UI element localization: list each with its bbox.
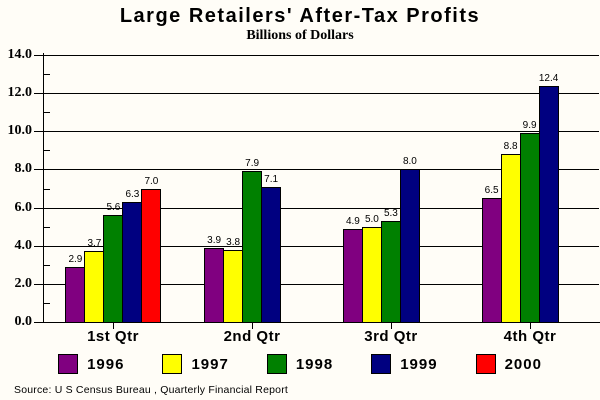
bar-2000-1st-qtr	[141, 188, 162, 323]
y-minor-tick	[44, 150, 50, 151]
source-note: Source: U S Census Bureau , Quarterly Fi…	[14, 384, 289, 396]
legend-item-2000: 2000	[475, 354, 542, 374]
y-tick-label: 6.0	[14, 200, 33, 215]
bar-1997-3rd-qtr	[361, 226, 382, 323]
y-minor-tick	[44, 189, 50, 190]
legend-item-1996: 1996	[58, 354, 124, 374]
bar-value-label: 2.9	[68, 253, 83, 265]
y-tick-label: 0.0	[14, 314, 33, 329]
category-label: 3rd Qtr	[364, 328, 418, 345]
y-major-tick	[34, 131, 43, 132]
bar-1996-4th-qtr	[481, 198, 502, 323]
y-major-tick	[34, 284, 43, 285]
y-minor-tick	[44, 227, 50, 228]
bar-value-label: 8.0	[402, 156, 417, 168]
legend-swatch-2000	[475, 354, 496, 374]
gridline	[44, 284, 599, 285]
legend-swatch-1997	[162, 354, 183, 374]
y-major-tick	[34, 55, 43, 56]
y-tick-label: 2.0	[14, 276, 33, 291]
legend-label: 1997	[191, 355, 229, 373]
bar-value-label: 5.3	[383, 207, 398, 219]
y-major-tick	[34, 93, 43, 94]
bar-value-label: 5.6	[106, 202, 121, 214]
legend-item-1998: 1998	[266, 354, 334, 374]
bar-1997-2nd-qtr	[223, 249, 244, 323]
bar-1998-1st-qtr	[103, 215, 124, 323]
bar-1998-2nd-qtr	[242, 171, 263, 323]
y-minor-tick	[44, 74, 50, 75]
bar-value-label: 6.3	[125, 188, 140, 200]
gridline	[44, 169, 599, 170]
bar-1999-3rd-qtr	[399, 169, 420, 323]
x-axis-line	[43, 322, 600, 323]
y-tick-label: 4.0	[14, 238, 33, 253]
legend-label: 1998	[295, 355, 334, 373]
bar-value-label: 3.8	[226, 236, 241, 248]
y-tick-label: 12.0	[7, 85, 33, 100]
category-label: 2nd Qtr	[223, 328, 281, 345]
bar-value-label: 7.0	[144, 175, 159, 187]
x-tick	[113, 323, 114, 329]
bar-1998-3rd-qtr	[380, 220, 401, 323]
bar-value-label: 6.5	[484, 185, 499, 196]
legend-swatch-1998	[266, 354, 287, 374]
category-label: 4th Qtr	[503, 328, 557, 345]
chart-title: Large Retailers' After-Tax Profits	[119, 5, 481, 27]
legend-label: 1999	[400, 355, 438, 373]
legend-swatch-1996	[58, 354, 79, 374]
legend-label: 1996	[87, 355, 125, 373]
x-tick	[391, 323, 392, 329]
y-major-tick	[34, 169, 43, 170]
bar-value-label: 7.1	[264, 173, 279, 185]
chart-subtitle: Billions of Dollars	[246, 28, 354, 43]
bar-1999-4th-qtr	[538, 85, 559, 323]
y-minor-tick	[44, 303, 50, 304]
bar-1996-2nd-qtr	[204, 247, 225, 323]
legend-label: 2000	[504, 355, 542, 373]
y-tick-label: 8.0	[14, 161, 33, 176]
legend: 1996 1997 1998 1999 2000	[0, 354, 600, 374]
y-axis-line	[43, 53, 44, 323]
bar-value-label: 3.7	[87, 238, 102, 250]
y-major-tick	[34, 322, 43, 323]
y-tick-label: 14.0	[7, 47, 33, 62]
legend-swatch-1999	[371, 354, 392, 374]
bar-1996-3rd-qtr	[342, 228, 363, 323]
gridline	[44, 93, 599, 94]
bar-1996-1st-qtr	[65, 266, 86, 323]
bar-value-label: 8.8	[503, 141, 518, 153]
bar-value-label: 12.4	[538, 72, 559, 84]
bar-1999-2nd-qtr	[261, 186, 282, 323]
y-minor-tick	[44, 265, 50, 266]
gridline	[44, 246, 599, 247]
bar-value-label: 3.9	[207, 234, 222, 246]
bar-1999-1st-qtr	[122, 201, 143, 323]
bar-1997-4th-qtr	[500, 154, 521, 323]
legend-item-1997: 1997	[162, 354, 228, 374]
y-minor-tick	[44, 112, 50, 113]
bar-1997-1st-qtr	[84, 251, 105, 323]
y-tick-label: 10.0	[7, 123, 33, 138]
x-tick	[530, 323, 531, 329]
bar-value-label: 9.9	[522, 120, 537, 132]
y-major-tick	[34, 208, 43, 209]
legend-item-1999: 1999	[371, 354, 437, 374]
bar-value-label: 4.9	[345, 215, 360, 227]
gridline	[44, 208, 599, 209]
x-tick	[252, 323, 253, 329]
gridline	[44, 55, 599, 56]
gridline	[44, 131, 599, 132]
category-label: 1st Qtr	[87, 328, 139, 345]
bar-1998-4th-qtr	[519, 133, 540, 323]
bar-value-label: 5.0	[364, 213, 379, 225]
y-major-tick	[34, 246, 43, 247]
bar-value-label: 7.9	[245, 158, 260, 170]
